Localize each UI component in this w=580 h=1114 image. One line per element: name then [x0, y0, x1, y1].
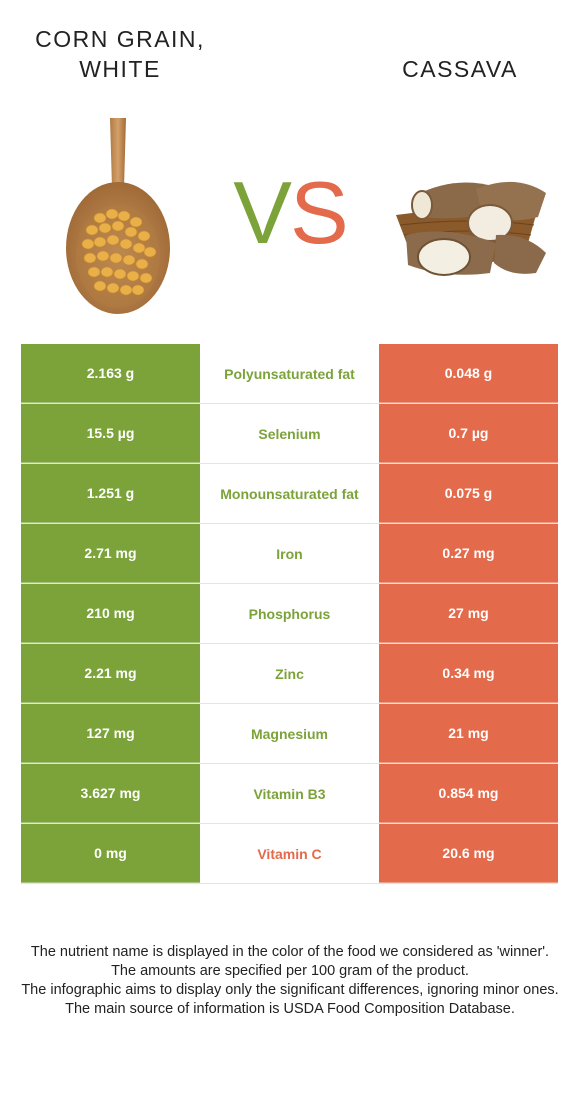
corn-spoon-image: [66, 118, 170, 314]
right-value-cell: 0.27 mg: [379, 524, 558, 583]
nutrient-name-cell: Phosphorus: [200, 584, 379, 643]
table-row: 2.71 mg Iron 0.27 mg: [21, 524, 558, 584]
left-value-cell: 1.251 g: [21, 464, 200, 523]
left-value-cell: 2.71 mg: [21, 524, 200, 583]
cassava-basket-image: [396, 181, 546, 276]
right-value-cell: 0.854 mg: [379, 764, 558, 823]
nutrient-name-cell: Monounsaturated fat: [200, 464, 379, 523]
left-food-title-line1: CORN GRAIN,: [35, 26, 205, 52]
right-value-cell: 21 mg: [379, 704, 558, 763]
table-row: 15.5 µg Selenium 0.7 µg: [21, 404, 558, 464]
footer-note-source: The main source of information is USDA F…: [65, 1001, 515, 1017]
footer-note-winner: The nutrient name is displayed in the co…: [30, 944, 550, 960]
table-row: 1.251 g Monounsaturated fat 0.075 g: [21, 464, 558, 524]
nutrient-name-cell: Polyunsaturated fat: [200, 344, 379, 403]
left-value-cell: 2.21 mg: [21, 644, 200, 703]
left-food-title: CORN GRAIN, WHITE: [20, 24, 220, 84]
left-value-cell: 210 mg: [21, 584, 200, 643]
right-value-cell: 0.048 g: [379, 344, 558, 403]
left-value-cell: 0 mg: [21, 824, 200, 883]
nutrient-name-cell: Selenium: [200, 404, 379, 463]
left-value-cell: 15.5 µg: [21, 404, 200, 463]
table-row: 2.21 mg Zinc 0.34 mg: [21, 644, 558, 704]
nutrient-name-cell: Vitamin B3: [200, 764, 379, 823]
nutrient-name-cell: Magnesium: [200, 704, 379, 763]
vs-label: VS: [222, 168, 358, 258]
nutrient-name-cell: Zinc: [200, 644, 379, 703]
footer-note-aim: The infographic aims to display only the…: [21, 982, 559, 998]
vs-v: V: [233, 163, 292, 262]
footer-notes: The nutrient name is displayed in the co…: [10, 943, 570, 1019]
right-value-cell: 0.075 g: [379, 464, 558, 523]
right-value-cell: 20.6 mg: [379, 824, 558, 883]
right-value-cell: 27 mg: [379, 584, 558, 643]
table-row: 127 mg Magnesium 21 mg: [21, 704, 558, 764]
nutrient-name-cell: Vitamin C: [200, 824, 379, 883]
right-value-cell: 0.34 mg: [379, 644, 558, 703]
left-value-cell: 3.627 mg: [21, 764, 200, 823]
right-value-cell: 0.7 µg: [379, 404, 558, 463]
left-value-cell: 127 mg: [21, 704, 200, 763]
vs-s: S: [290, 163, 349, 262]
footer-note-amounts: The amounts are specified per 100 gram o…: [111, 963, 469, 979]
left-value-cell: 2.163 g: [21, 344, 200, 403]
table-row: 3.627 mg Vitamin B3 0.854 mg: [21, 764, 558, 824]
right-food-title: CASSAVA: [402, 56, 518, 82]
table-row: 0 mg Vitamin C 20.6 mg: [21, 824, 558, 884]
table-row: 210 mg Phosphorus 27 mg: [21, 584, 558, 644]
left-food-title-line2: WHITE: [79, 56, 161, 82]
nutrient-comparison-table: 2.163 g Polyunsaturated fat 0.048 g 15.5 µg…: [21, 344, 558, 884]
table-row: 2.163 g Polyunsaturated fat 0.048 g: [21, 344, 558, 404]
nutrient-name-cell: Iron: [200, 524, 379, 583]
